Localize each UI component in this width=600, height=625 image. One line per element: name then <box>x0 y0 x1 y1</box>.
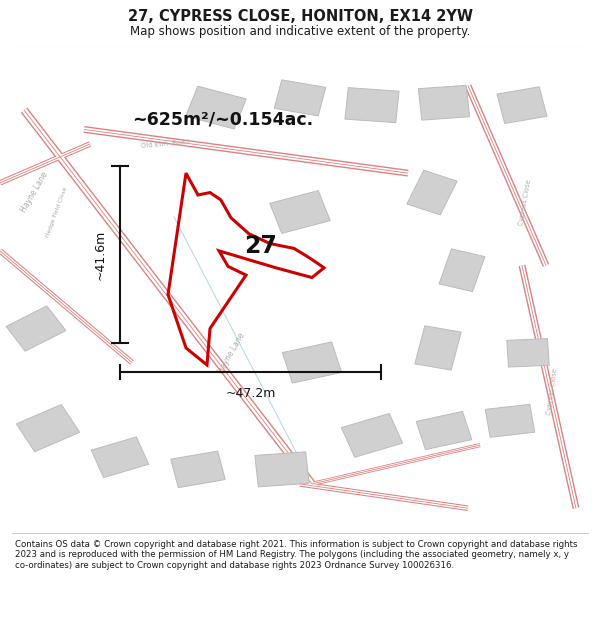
Text: ~625m²/~0.154ac.: ~625m²/~0.154ac. <box>132 110 313 128</box>
Text: Map shows position and indicative extent of the property.: Map shows position and indicative extent… <box>130 26 470 39</box>
Bar <box>416 411 472 449</box>
Bar <box>485 404 535 437</box>
Bar <box>415 326 461 370</box>
Text: Hedge Field Close: Hedge Field Close <box>46 186 68 238</box>
Bar <box>171 451 225 488</box>
Bar <box>407 170 457 215</box>
Bar <box>6 306 66 351</box>
Bar <box>186 86 246 129</box>
Text: Cypress Close: Cypress Close <box>518 179 532 226</box>
Text: Hayne Lane: Hayne Lane <box>20 171 50 214</box>
Text: Old Elm  Road: Old Elm Road <box>140 139 190 149</box>
Bar <box>270 191 330 233</box>
Text: ~47.2m: ~47.2m <box>226 387 275 400</box>
Bar <box>497 87 547 124</box>
Bar <box>345 88 399 122</box>
Bar <box>418 85 470 120</box>
Bar <box>341 414 403 458</box>
Text: ~41.6m: ~41.6m <box>94 229 107 279</box>
Bar <box>283 342 341 383</box>
Bar <box>507 339 549 367</box>
Text: 27, CYPRESS CLOSE, HONITON, EX14 2YW: 27, CYPRESS CLOSE, HONITON, EX14 2YW <box>128 9 473 24</box>
Text: Cypress Close: Cypress Close <box>546 368 558 415</box>
Text: 27: 27 <box>245 234 277 258</box>
Text: Hayne Lane: Hayne Lane <box>216 331 246 375</box>
Bar <box>16 404 80 452</box>
Bar <box>91 437 149 478</box>
Bar <box>255 452 309 487</box>
Bar <box>439 249 485 292</box>
Text: Contains OS data © Crown copyright and database right 2021. This information is : Contains OS data © Crown copyright and d… <box>15 540 577 570</box>
Bar <box>274 80 326 116</box>
